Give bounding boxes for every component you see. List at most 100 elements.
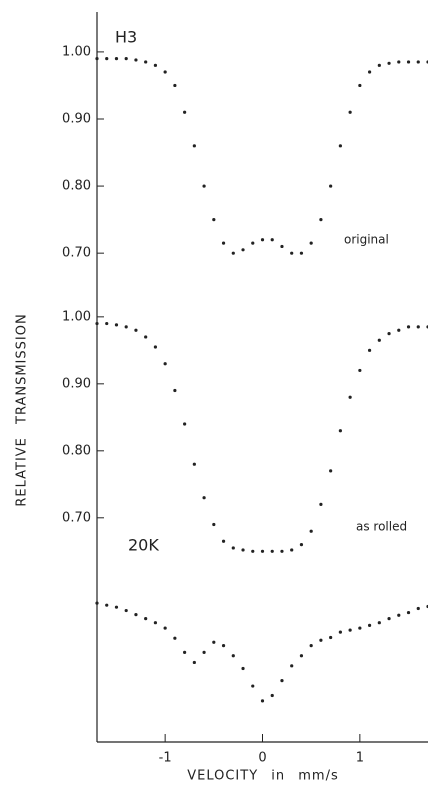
data-point: [183, 110, 187, 114]
data-point: [173, 636, 177, 640]
data-point: [231, 251, 235, 255]
data-point: [338, 630, 342, 634]
data-point: [95, 601, 99, 605]
data-point: [153, 345, 158, 349]
data-point: [329, 184, 333, 188]
annotation: original: [344, 233, 389, 247]
data-point: [183, 422, 187, 426]
data-point: [299, 542, 304, 547]
y-tick-label: 1.00: [62, 309, 91, 324]
data-point: [241, 548, 245, 552]
annotation: H3: [115, 28, 137, 47]
data-point: [270, 549, 274, 553]
data-point: [406, 60, 411, 64]
data-point: [105, 603, 109, 607]
data-point: [329, 469, 333, 473]
data-point: [290, 548, 294, 552]
data-point: [144, 617, 148, 621]
annotation: as rolled: [356, 520, 407, 534]
data-point: [212, 640, 216, 644]
data-point: [95, 321, 99, 326]
data-point: [270, 238, 274, 242]
data-point: [309, 644, 313, 648]
data-point: [416, 60, 420, 64]
data-point: [387, 617, 391, 621]
data-point: [260, 238, 265, 242]
x-tick-label: -1: [159, 751, 172, 766]
y-tick-label: 0.90: [62, 111, 91, 126]
data-point: [163, 362, 167, 366]
data-point: [241, 666, 245, 671]
data-point: [348, 628, 352, 632]
data-point: [231, 546, 235, 550]
data-point: [163, 626, 167, 630]
data-point: [221, 539, 226, 543]
data-point: [212, 522, 216, 527]
data-point: [221, 644, 226, 648]
data-point: [124, 608, 128, 613]
data-point: [114, 57, 119, 61]
data-point: [212, 218, 216, 222]
data-point: [348, 395, 352, 399]
data-point: [338, 429, 342, 433]
data-point: [192, 660, 196, 665]
data-point: [202, 184, 206, 188]
data-point: [192, 462, 196, 466]
y-tick-label: 0.70: [62, 510, 91, 525]
x-axis-label: VELOCITY in mm/s: [187, 769, 339, 784]
data-point: [397, 613, 401, 617]
data-point: [153, 621, 158, 625]
data-point: [319, 502, 323, 507]
data-point: [124, 325, 128, 329]
data-point: [416, 606, 420, 611]
x-tick-label: 1: [356, 751, 364, 766]
data-point: [377, 621, 381, 625]
data-point: [202, 496, 206, 500]
data-point: [329, 635, 333, 640]
data-point: [319, 218, 323, 222]
data-point: [95, 57, 99, 61]
data-point: [397, 60, 401, 64]
data-point: [367, 348, 372, 352]
data-point: [134, 328, 138, 332]
data-point: [183, 650, 187, 654]
data-point: [251, 241, 255, 245]
data-point: [299, 251, 304, 255]
data-point: [377, 338, 381, 342]
data-point: [114, 323, 119, 327]
data-point: [406, 610, 411, 615]
data-point: [163, 70, 167, 74]
y-tick-label: 0.90: [62, 376, 91, 391]
data-point: [358, 83, 362, 88]
x-tick-label: 0: [258, 751, 266, 766]
data-point: [319, 638, 323, 642]
data-point: [406, 325, 411, 329]
data-point: [387, 331, 391, 336]
data-point: [367, 70, 372, 74]
data-point: [251, 684, 255, 688]
data-point: [173, 83, 177, 88]
data-point: [290, 664, 294, 668]
y-tick-label: 0.80: [62, 179, 91, 194]
data-point: [221, 241, 226, 245]
data-point: [251, 549, 255, 553]
y-tick-label: 1.00: [62, 44, 91, 59]
data-point: [202, 650, 206, 654]
data-point: [280, 244, 284, 249]
data-point: [134, 58, 138, 62]
data-point: [114, 605, 119, 609]
data-point: [290, 251, 294, 255]
data-point: [358, 368, 362, 373]
data-point: [416, 325, 420, 329]
data-point: [134, 613, 138, 617]
data-point: [192, 144, 196, 148]
data-point: [309, 529, 313, 533]
data-point: [377, 63, 381, 67]
annotation: 20K: [128, 536, 159, 555]
data-point: [260, 549, 265, 553]
data-point: [144, 60, 148, 64]
y-tick-label: 0.80: [62, 443, 91, 458]
data-point: [231, 654, 235, 658]
data-point: [270, 693, 274, 698]
